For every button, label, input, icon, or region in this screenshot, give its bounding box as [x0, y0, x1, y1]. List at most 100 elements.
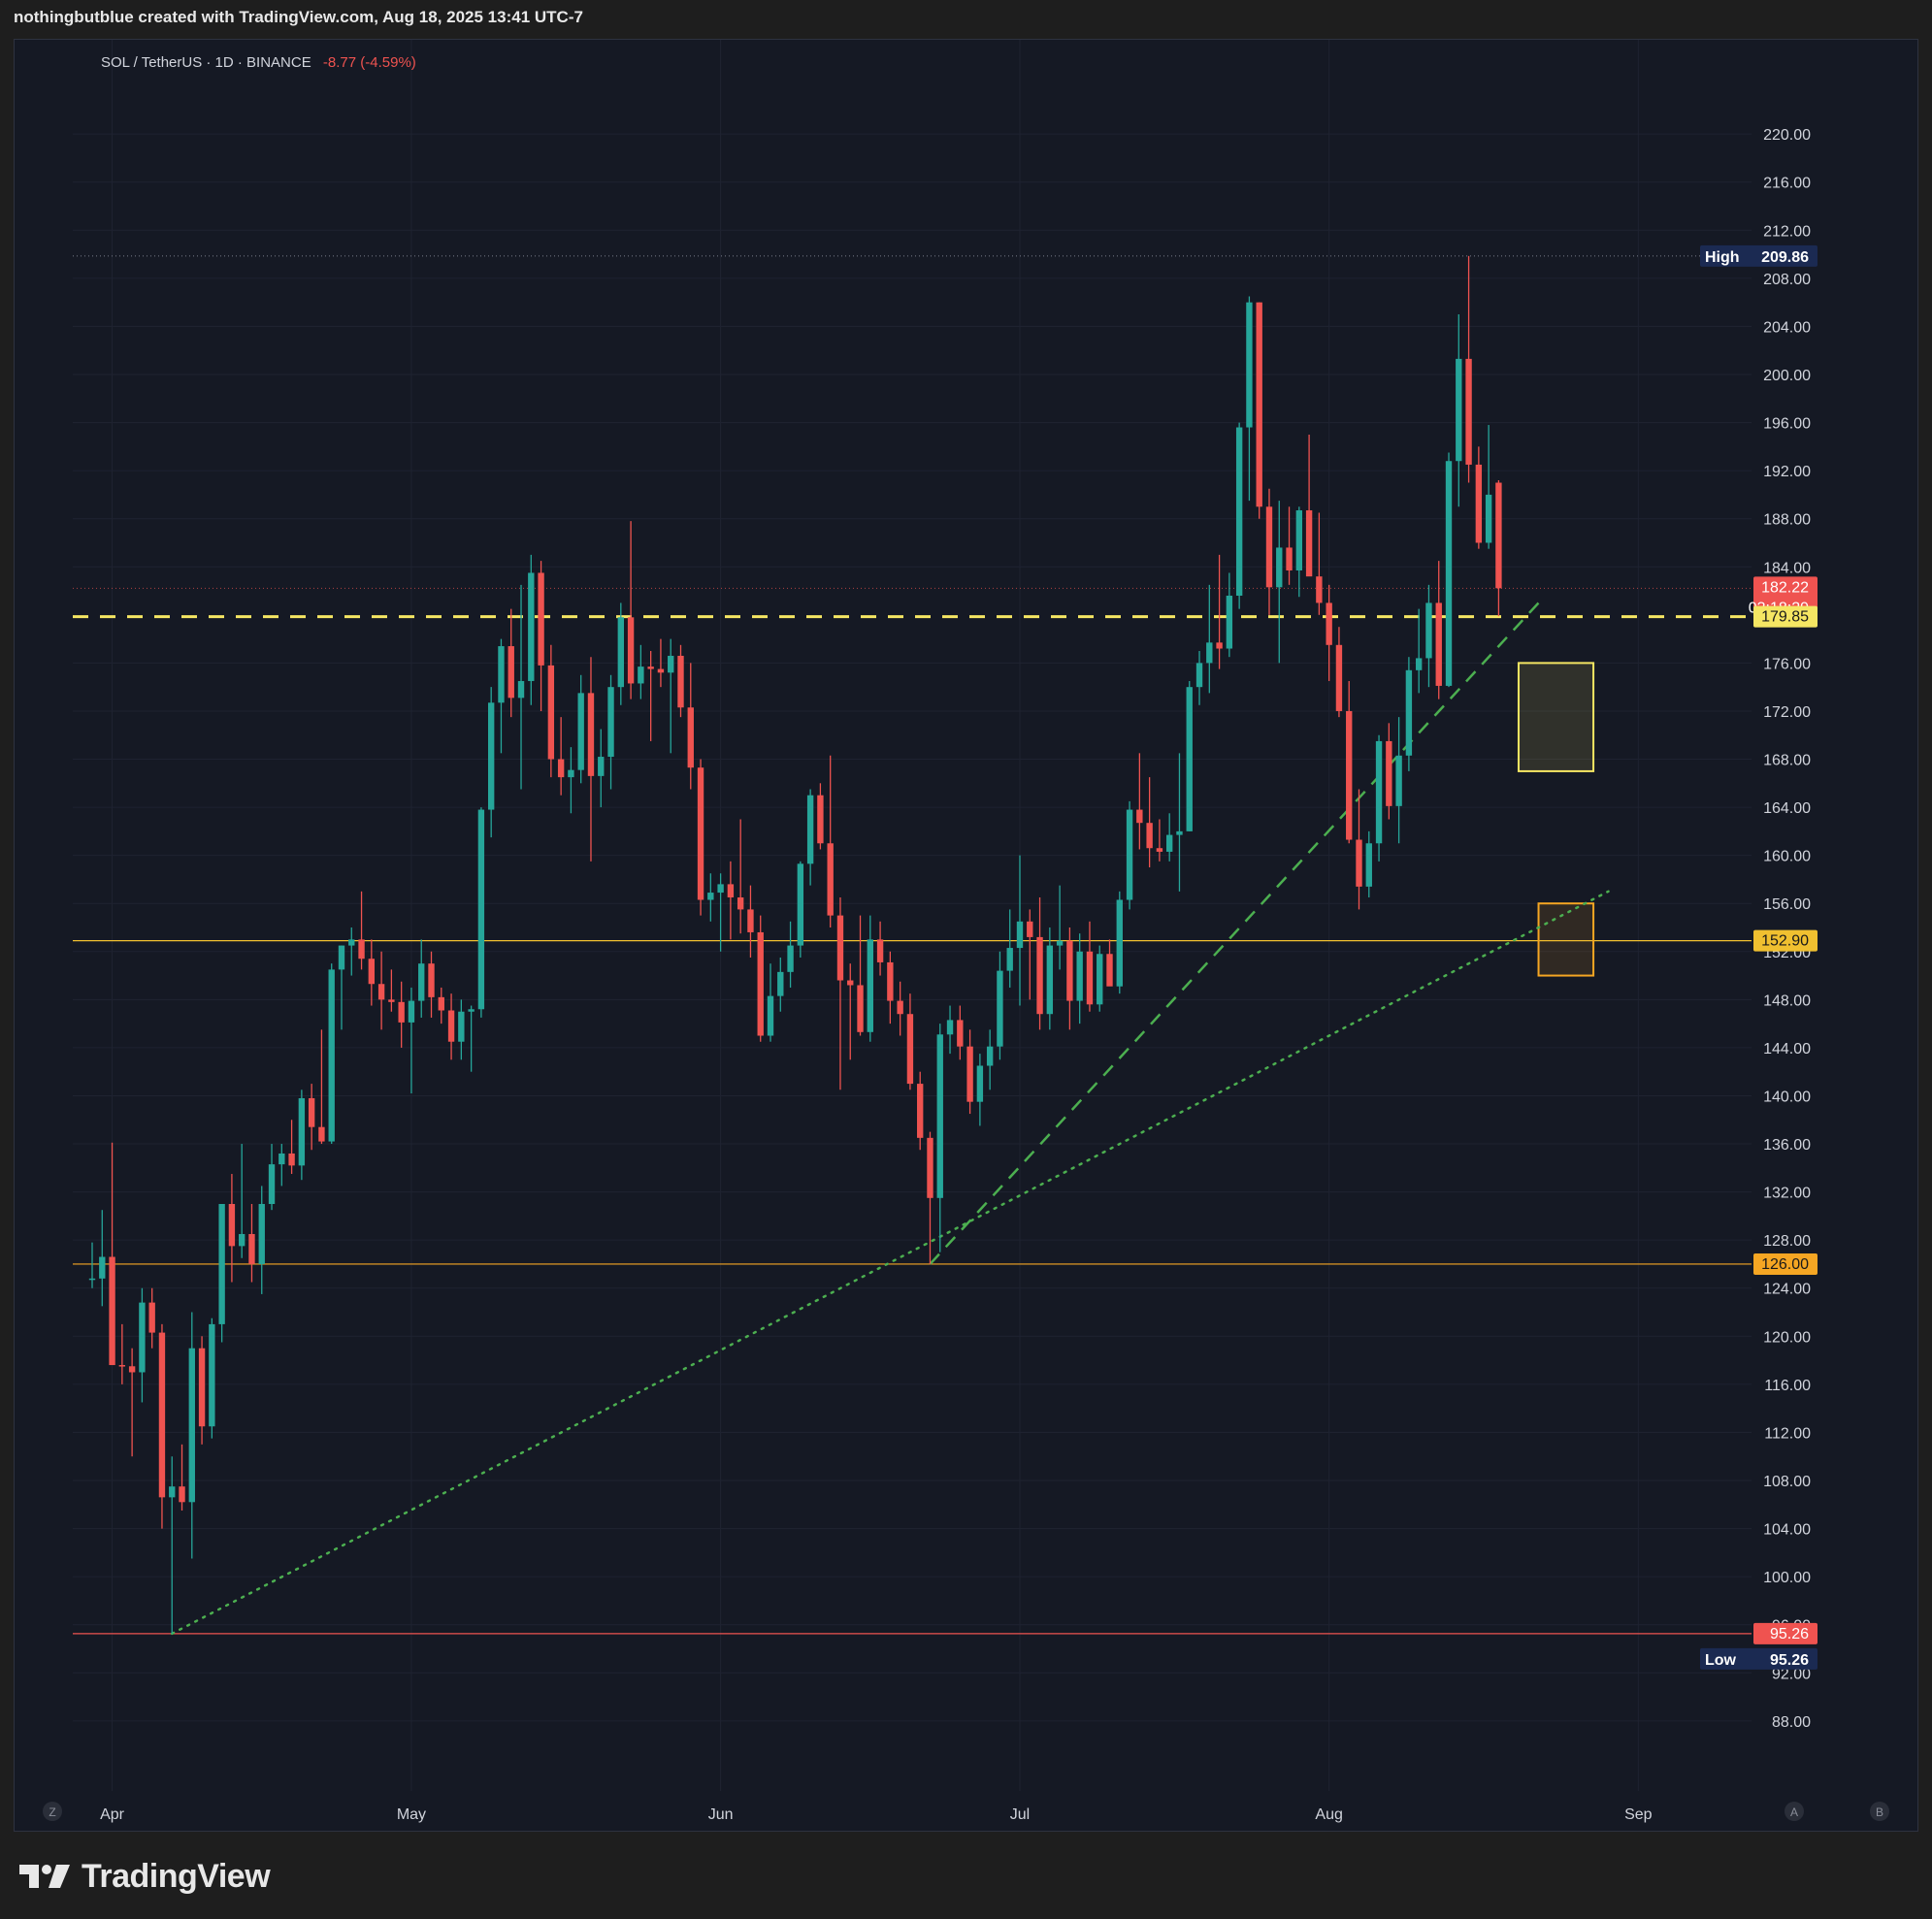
candle-up	[1415, 608, 1423, 694]
candle-up	[1046, 927, 1054, 1030]
y-tick-label: 92.00	[1772, 1666, 1811, 1682]
y-tick-label: 208.00	[1763, 272, 1811, 288]
candle-body	[1086, 951, 1094, 1005]
candle-up	[1165, 813, 1173, 862]
symbol-legend: SOL / TetherUS · 1D · BINANCE -8.77 (-4.…	[101, 54, 416, 71]
candle-down	[358, 891, 365, 970]
x-tick-label: May	[397, 1806, 426, 1823]
candle-down	[1346, 680, 1353, 844]
candle-down	[1027, 909, 1033, 1000]
candle-up	[139, 1287, 146, 1403]
candle-down	[677, 644, 684, 718]
candle-body	[1485, 494, 1492, 543]
zoom-reset-button[interactable]	[43, 1802, 62, 1821]
candle-up	[169, 1456, 176, 1634]
candle-body	[1146, 823, 1153, 849]
candle-body	[408, 1000, 415, 1023]
candle-body	[547, 665, 555, 760]
candle-down	[747, 885, 754, 958]
auto-scale-button[interactable]	[1785, 1802, 1804, 1821]
candle-body	[1066, 940, 1073, 1001]
candle-body	[617, 617, 625, 688]
candle-up	[1365, 830, 1372, 898]
candle-body	[827, 843, 834, 916]
candle-body	[917, 1084, 924, 1138]
candle-body	[1335, 644, 1343, 711]
candle-body	[1365, 843, 1372, 887]
candle-body	[1126, 809, 1133, 900]
current-price-tag-text: 182.22	[1761, 579, 1809, 596]
tradingview-logo-icon	[19, 1865, 70, 1888]
high-label-bg	[1700, 244, 1817, 267]
candle-body	[727, 884, 735, 898]
y-tick-label: 88.00	[1772, 1714, 1811, 1731]
bottom-controls: Z A B	[43, 1802, 1889, 1821]
y-tick-label: 184.00	[1763, 560, 1811, 576]
candle-body	[1116, 899, 1123, 987]
candle-down	[428, 951, 435, 1018]
candle-body	[428, 963, 435, 997]
log-scale-button[interactable]	[1870, 1802, 1889, 1821]
candle-up	[88, 1242, 96, 1288]
candle-up	[1176, 753, 1183, 892]
candle-body	[1056, 940, 1064, 946]
zones	[1517, 662, 1595, 977]
candle-down	[1036, 897, 1043, 1030]
candle-body	[1027, 921, 1033, 937]
candle-body	[458, 1011, 465, 1042]
candle-down	[1136, 753, 1143, 850]
candle-body	[498, 646, 505, 703]
candle-body	[876, 939, 884, 962]
candle-down	[508, 608, 514, 718]
candlestick-chart[interactable]: 220.00 216.00 212.00 208.00 204.00 200.00 196.…	[15, 40, 1917, 1831]
y-tick-label: 148.00	[1763, 992, 1811, 1009]
candle-down	[308, 1084, 315, 1151]
high-label-label: High	[1705, 249, 1740, 266]
candle-up	[668, 638, 674, 754]
candle-down	[927, 1131, 933, 1264]
candle-body	[1356, 839, 1362, 887]
candle-body	[118, 1365, 126, 1367]
candle-up	[1076, 933, 1083, 1025]
candle-body	[198, 1348, 206, 1427]
support-yellow-tag-bg	[1753, 605, 1817, 628]
candle-body	[88, 1278, 96, 1281]
level-yellow-tag-text: 152.90	[1761, 933, 1809, 950]
candle-body	[697, 767, 704, 900]
candle-body	[1386, 740, 1392, 806]
tradingview-logo[interactable]: TradingView	[17, 1855, 271, 1898]
candle-body	[607, 687, 614, 758]
low-label-label: Low	[1705, 1652, 1737, 1669]
y-tick-label: 108.00	[1763, 1474, 1811, 1490]
candle-body	[338, 945, 345, 970]
candle-body	[487, 702, 495, 810]
candle-body	[668, 655, 674, 673]
candle-up	[1226, 572, 1233, 658]
high-label-value: 209.86	[1761, 249, 1809, 266]
candle-body	[1465, 358, 1472, 465]
candle-up	[577, 674, 584, 784]
candle-up	[767, 963, 774, 1042]
candle-up	[298, 1090, 306, 1181]
y-tick-label: 104.00	[1763, 1522, 1811, 1539]
candle-body	[328, 969, 335, 1142]
chart-frame[interactable]: 220.00 216.00 212.00 208.00 204.00 200.00 196.…	[14, 39, 1918, 1832]
candle-down	[1335, 627, 1343, 718]
price-lines	[73, 255, 1752, 1635]
candle-down	[587, 657, 595, 862]
candle-body	[806, 795, 814, 864]
candle-up	[997, 951, 1003, 1060]
candle-down	[687, 663, 694, 790]
candle-down	[109, 1142, 115, 1366]
candle-body	[598, 757, 605, 776]
support-yellow-tag-text: 179.85	[1761, 609, 1809, 626]
candle-up	[1016, 855, 1024, 1006]
candle-body	[757, 931, 764, 1036]
candle-down	[158, 1323, 166, 1529]
candle-body	[99, 1256, 106, 1279]
candle-body	[209, 1323, 215, 1427]
y-tick-label: 196.00	[1763, 416, 1811, 433]
price-change: -8.77 (-4.59%)	[323, 54, 416, 71]
candle-body	[1106, 954, 1113, 987]
candle-down	[627, 521, 635, 699]
